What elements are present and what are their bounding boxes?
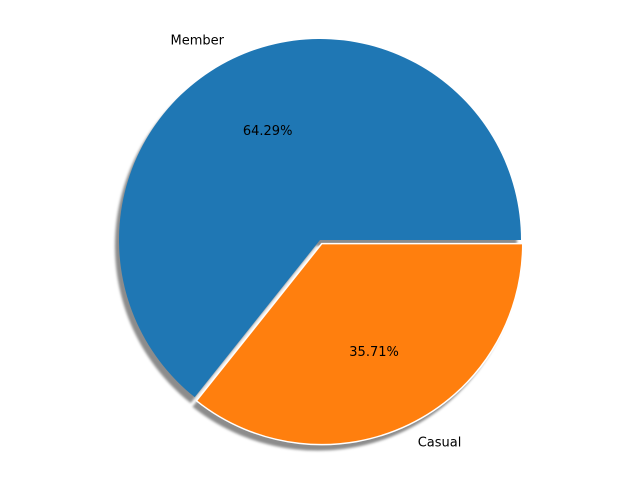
slice-percent-casual: 35.71% <box>349 345 399 360</box>
pie-label-layer: Member 64.29% Casual 35.71% <box>171 33 462 450</box>
pie-slice-member <box>119 38 521 398</box>
slice-label-member: Member <box>171 33 225 48</box>
pie-slice-layer <box>119 38 524 446</box>
slice-label-casual: Casual <box>418 435 462 450</box>
slice-percent-member: 64.29% <box>243 124 293 139</box>
pie-slice-casual <box>195 242 524 446</box>
